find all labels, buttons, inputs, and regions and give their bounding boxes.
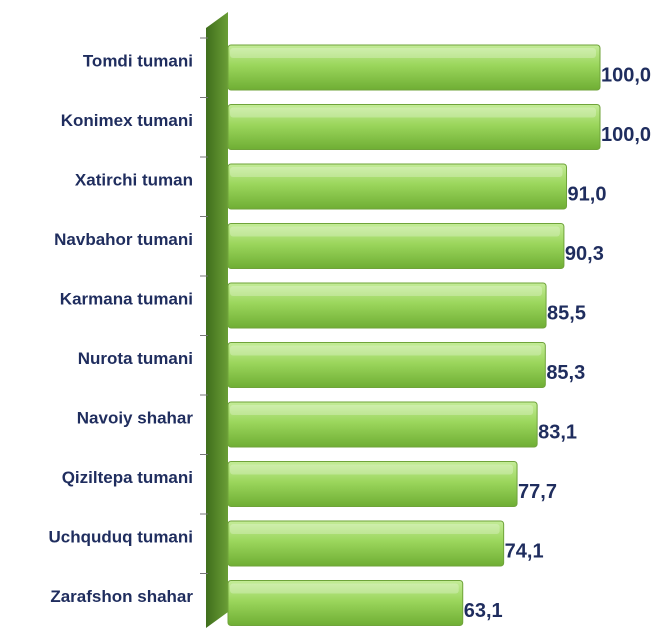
value-label: 85,5 (547, 302, 586, 324)
bar-highlight (230, 226, 560, 237)
category-label: Uchquduq tumani (49, 527, 193, 546)
bar (227, 44, 601, 91)
value-label: 63,1 (464, 600, 503, 622)
bar (227, 104, 601, 150)
axis-wall (206, 12, 228, 628)
bar (227, 163, 568, 210)
value-label: 85,3 (546, 362, 585, 384)
value-label: 100,0 (601, 64, 651, 86)
bar-highlight (230, 464, 514, 475)
bar-highlight (230, 524, 500, 534)
category-label: Karmana tumani (60, 289, 193, 308)
bar (227, 461, 518, 507)
bar (227, 520, 505, 567)
category-label: Navoiy shahar (77, 408, 194, 427)
bar (227, 401, 538, 448)
bar (227, 223, 565, 269)
bar-highlight (230, 107, 596, 118)
category-label: Navbahor tumani (54, 230, 193, 249)
bar-highlight (230, 167, 563, 177)
bar (227, 342, 546, 388)
value-label: 91,0 (568, 183, 607, 205)
value-label: 77,7 (518, 481, 557, 503)
bar-highlight (230, 345, 542, 356)
value-label: 100,0 (601, 124, 651, 146)
bar-highlight (230, 286, 543, 296)
category-label: Tomdi tumani (83, 51, 193, 70)
bar (227, 580, 464, 626)
bar-highlight (230, 583, 459, 594)
value-label: 74,1 (505, 540, 544, 562)
value-label: 83,1 (538, 421, 577, 443)
category-label: Xatirchi tuman (75, 170, 193, 189)
value-label: 90,3 (565, 243, 604, 265)
bar-highlight (230, 48, 596, 58)
category-label: Nurota tumani (78, 349, 193, 368)
category-label: Zarafshon shahar (50, 587, 193, 606)
category-label: Qiziltepa tumani (62, 468, 193, 487)
category-label: Konimex tumani (61, 111, 193, 130)
bar-highlight (230, 405, 534, 415)
bar (227, 282, 547, 329)
